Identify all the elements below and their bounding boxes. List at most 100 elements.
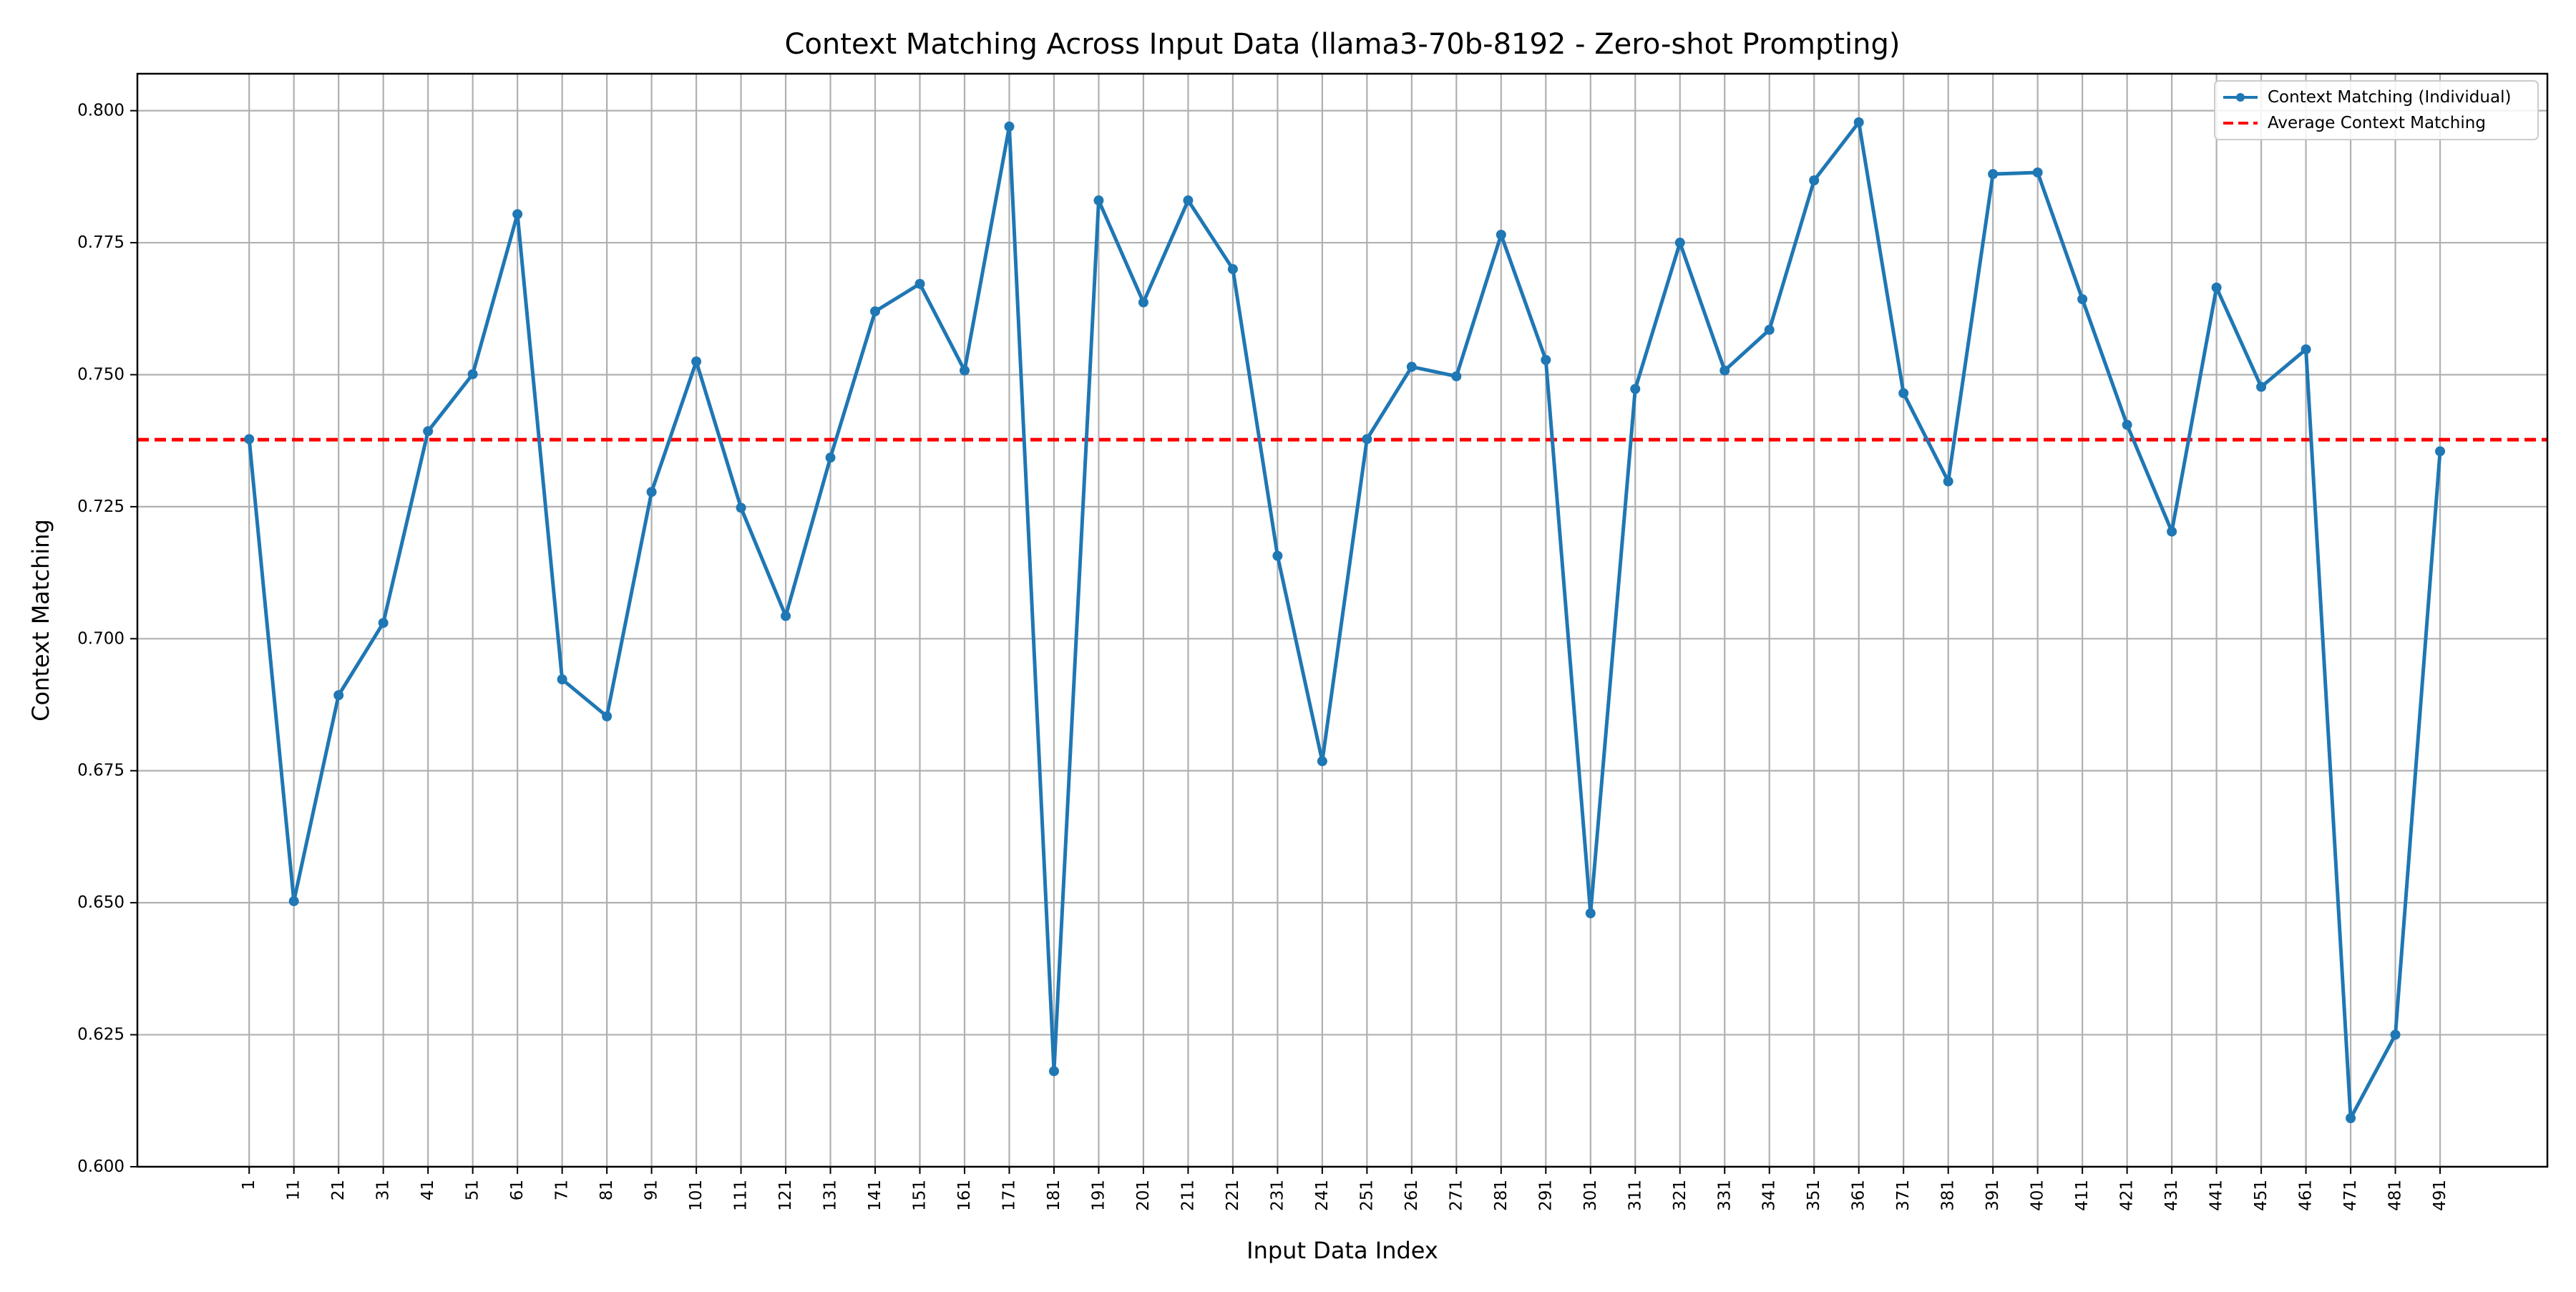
y-tick-label: 0.625 [77, 1026, 125, 1044]
data-point [2435, 446, 2446, 457]
data-point [736, 502, 746, 513]
data-point [646, 487, 657, 497]
data-point [1853, 117, 1864, 127]
data-point [602, 711, 613, 722]
data-point [1764, 324, 1775, 335]
x-tick-label: 141 [866, 1180, 884, 1211]
x-axis-ticks: 1 11 21 31 41 51 61 71 81 91 101 111 121 131 141 151 161… [240, 1167, 2449, 1211]
data-point [1406, 361, 1417, 372]
x-tick-label: 51 [464, 1180, 482, 1200]
x-tick-label: 211 [1179, 1180, 1197, 1211]
x-tick-label: 441 [2207, 1180, 2226, 1211]
data-point [1093, 195, 1104, 206]
data-point [1362, 434, 1372, 445]
x-tick-label: 381 [1939, 1180, 1958, 1211]
data-point [2211, 282, 2222, 293]
x-tick-label: 31 [374, 1180, 393, 1200]
data-point [959, 365, 970, 376]
x-tick-label: 221 [1224, 1180, 1242, 1211]
x-tick-label: 81 [597, 1180, 616, 1200]
y-tick-label: 0.675 [77, 762, 125, 780]
x-tick-label: 41 [419, 1180, 437, 1200]
data-point [1183, 195, 1194, 206]
data-point [2301, 344, 2311, 355]
x-tick-label: 101 [687, 1180, 706, 1211]
x-tick-label: 351 [1805, 1180, 1823, 1211]
x-tick-label: 11 [285, 1180, 303, 1200]
legend-series-marker [2236, 93, 2245, 102]
legend-series-label: Context Matching (Individual) [2268, 88, 2511, 107]
data-point [2167, 526, 2177, 537]
data-point [2256, 382, 2267, 392]
data-point [781, 611, 791, 621]
x-tick-label: 391 [1984, 1180, 2002, 1211]
data-point [1541, 354, 1551, 365]
data-point [914, 278, 925, 289]
data-point [1138, 297, 1148, 308]
y-tick-label: 0.800 [77, 102, 125, 120]
data-point [1630, 384, 1641, 394]
data-point [512, 209, 523, 220]
x-tick-label: 321 [1671, 1180, 1689, 1211]
legend: Context Matching (Individual) Average Co… [2214, 80, 2539, 140]
x-tick-label: 1 [240, 1180, 258, 1190]
x-tick-label: 191 [1089, 1180, 1108, 1211]
x-tick-label: 461 [2297, 1180, 2316, 1211]
y-tick-label: 0.775 [77, 233, 125, 252]
x-tick-label: 331 [1715, 1180, 1734, 1211]
x-tick-label: 451 [2252, 1180, 2270, 1211]
x-axis-label: Input Data Index [1246, 1237, 1438, 1264]
data-point [423, 426, 434, 437]
x-tick-label: 361 [1850, 1180, 1868, 1211]
series-line [247, 120, 2442, 1120]
data-point [1674, 238, 1685, 248]
data-point [1809, 175, 1820, 186]
x-tick-label: 491 [2431, 1180, 2449, 1211]
data-point [1988, 169, 1999, 180]
x-tick-label: 201 [1134, 1180, 1153, 1211]
x-tick-label: 431 [2162, 1180, 2181, 1211]
plot-frame [136, 72, 2549, 1168]
x-tick-label: 481 [2386, 1180, 2405, 1211]
data-point [1898, 388, 1909, 399]
data-point [1227, 263, 1238, 274]
data-point [2122, 419, 2132, 430]
x-tick-label: 131 [821, 1180, 840, 1211]
data-point [557, 674, 567, 685]
x-tick-label: 291 [1536, 1180, 1555, 1211]
x-tick-label: 161 [955, 1180, 974, 1211]
data-point [1496, 229, 1506, 240]
x-tick-label: 271 [1447, 1180, 1465, 1211]
data-point [2390, 1029, 2401, 1040]
data-point [1943, 476, 1953, 487]
x-tick-label: 71 [553, 1180, 572, 1200]
data-point [244, 434, 255, 445]
x-tick-label: 241 [1313, 1180, 1332, 1211]
data-point [691, 356, 702, 367]
legend-box [2214, 80, 2539, 140]
x-tick-label: 411 [2073, 1180, 2092, 1211]
data-point [2346, 1113, 2356, 1124]
data-point [378, 618, 389, 628]
x-tick-label: 261 [1402, 1180, 1421, 1211]
y-tick-label: 0.600 [77, 1157, 125, 1176]
data-point [1585, 908, 1596, 918]
x-tick-label: 181 [1045, 1180, 1063, 1211]
chart-title: Context Matching Across Input Data (llam… [785, 28, 1901, 61]
x-tick-label: 21 [329, 1180, 348, 1200]
legend-average-label: Average Context Matching [2268, 114, 2486, 132]
x-tick-label: 401 [2029, 1180, 2047, 1211]
x-tick-label: 371 [1894, 1180, 1913, 1211]
y-tick-label: 0.700 [77, 629, 125, 648]
x-tick-label: 251 [1357, 1180, 1376, 1211]
data-point [1048, 1066, 1059, 1077]
y-tick-label: 0.750 [77, 365, 125, 384]
x-tick-label: 311 [1626, 1180, 1644, 1211]
y-tick-label: 0.650 [77, 893, 125, 912]
data-point [1317, 756, 1327, 767]
series-layer [244, 117, 2446, 1124]
x-tick-label: 61 [508, 1180, 527, 1200]
